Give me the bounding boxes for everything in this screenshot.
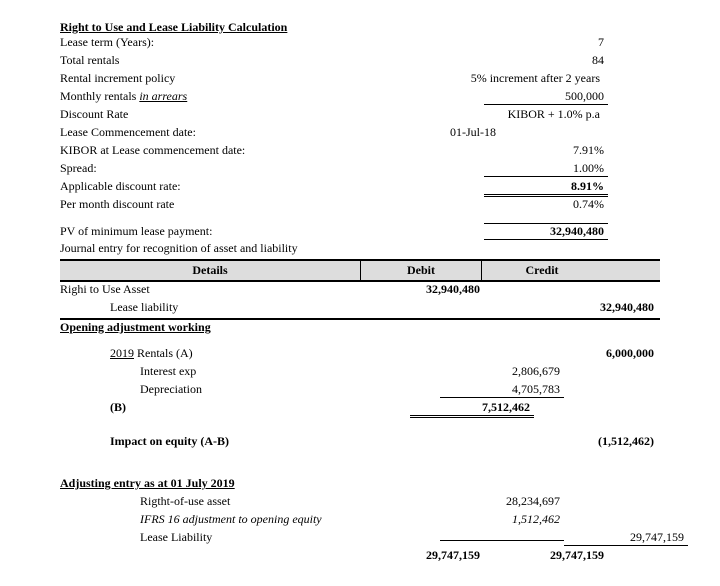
lbl-spread: Spread: <box>60 161 360 176</box>
row-pv: PV of minimum lease payment: 32,940,480 <box>60 223 660 241</box>
lbl-impact: Impact on equity (A-B) <box>60 434 410 449</box>
row-dep: Depreciation 4,705,783 <box>60 382 660 400</box>
je-liab-row: Lease liability 32,940,480 <box>60 300 660 320</box>
lbl-increment-policy: Rental increment policy <box>60 71 360 86</box>
hdr-details: Details <box>60 261 361 280</box>
val-lease-liab2: 29,747,159 <box>564 530 688 546</box>
val-tot-a: 29,747,159 <box>360 548 484 563</box>
lbl-je-asset: Righi to Use Asset <box>60 282 360 297</box>
val-monthly-rentals: 500,000 <box>484 89 608 105</box>
lbl-dep: Depreciation <box>60 382 440 397</box>
row-ifrs: IFRS 16 adjustment to opening equity 1,5… <box>60 512 660 530</box>
row-journal-heading: Journal entry for recognition of asset a… <box>60 241 660 259</box>
row-total-rentals: Total rentals 84 <box>60 53 660 71</box>
lbl-ifrs: IFRS 16 adjustment to opening equity <box>60 512 440 527</box>
lbl-total-rentals: Total rentals <box>60 53 360 68</box>
val-interest: 2,806,679 <box>440 364 564 379</box>
row-lease-term: Lease term (Years): 7 <box>60 35 660 53</box>
lbl-monthly-rentals-a: Monthly rentals <box>60 89 139 103</box>
lbl-lease-term: Lease term (Years): <box>60 35 360 50</box>
val-2019: 6,000,000 <box>534 346 658 361</box>
lbl-monthly-rentals: Monthly rentals in arrears <box>60 89 360 104</box>
val-rou-asset: 28,234,697 <box>440 494 564 509</box>
row-totals: 29,747,159 29,747,159 <box>60 548 660 566</box>
row-impact: Impact on equity (A-B) (1,512,462) <box>60 434 660 452</box>
row-rou-asset: Rigtht-of-use asset 28,234,697 <box>60 494 660 512</box>
val-discount-rate: KIBOR + 1.0% p.a <box>360 107 604 122</box>
section-title: Right to Use and Lease Liability Calcula… <box>60 20 660 35</box>
val-per-month: 0.74% <box>484 197 608 212</box>
lbl-2019-txt: Rentals (A) <box>137 346 193 360</box>
lbl-monthly-rentals-b: in arrears <box>139 89 187 103</box>
lbl-pv: PV of minimum lease payment: <box>60 224 360 239</box>
lbl-rou-asset: Rigtht-of-use asset <box>60 494 440 509</box>
val-increment-policy: 5% increment after 2 years <box>360 71 604 86</box>
val-tot-b: 29,747,159 <box>484 548 608 563</box>
row-adj: Adjusting entry as at 01 July 2019 <box>60 476 660 494</box>
lbl-journal-heading: Journal entry for recognition of asset a… <box>60 241 660 256</box>
val-je-asset-debit: 32,940,480 <box>360 282 484 297</box>
row-2019: 2019 Rentals (A) 6,000,000 <box>60 346 660 364</box>
val-pv: 32,940,480 <box>484 223 608 240</box>
val-spread: 1.00% <box>484 161 608 177</box>
lbl-kibor: KIBOR at Lease commencement date: <box>60 143 360 158</box>
lbl-2019-yr: 2019 <box>110 346 134 360</box>
row-lease-liab2: Lease Liability 29,747,159 <box>60 530 660 548</box>
table-header: Details Debit Credit <box>60 259 660 282</box>
val-commencement: 01-Jul-18 <box>360 125 694 140</box>
val-je-liab-credit: 32,940,480 <box>534 300 658 315</box>
lbl-b: (B) <box>60 400 410 415</box>
row-per-month: Per month discount rate 0.74% <box>60 197 660 215</box>
row-kibor: KIBOR at Lease commencement date: 7.91% <box>60 143 660 161</box>
lbl-commencement: Lease Commencement date: <box>60 125 360 140</box>
row-commencement: Lease Commencement date: 01-Jul-18 <box>60 125 660 143</box>
row-b: (B) 7,512,462 <box>60 400 660 418</box>
hdr-debit: Debit <box>361 261 482 280</box>
lbl-discount-rate: Discount Rate <box>60 107 360 122</box>
row-spread: Spread: 1.00% <box>60 161 660 179</box>
row-increment-policy: Rental increment policy 5% increment aft… <box>60 71 660 89</box>
row-discount-rate: Discount Rate KIBOR + 1.0% p.a <box>60 107 660 125</box>
row-applicable: Applicable discount rate: 8.91% <box>60 179 660 197</box>
row-opening: Opening adjustment working <box>60 320 660 338</box>
lbl-applicable: Applicable discount rate: <box>60 179 360 194</box>
hdr-credit: Credit <box>482 261 602 280</box>
val-kibor: 7.91% <box>484 143 608 158</box>
lbl-je-liab: Lease liability <box>60 300 410 315</box>
lbl-per-month: Per month discount rate <box>60 197 360 212</box>
row-monthly-rentals: Monthly rentals in arrears 500,000 <box>60 89 660 107</box>
val-ifrs: 1,512,462 <box>440 512 564 527</box>
val-b: 7,512,462 <box>410 400 534 418</box>
lbl-lease-liab2: Lease Liability <box>60 530 440 545</box>
lbl-2019: 2019 Rentals (A) <box>60 346 410 361</box>
lbl-adj: Adjusting entry as at 01 July 2019 <box>60 476 660 491</box>
val-total-rentals: 84 <box>484 53 608 68</box>
lbl-interest: Interest exp <box>60 364 440 379</box>
val-lease-term: 7 <box>484 35 608 50</box>
je-asset-row: Righi to Use Asset 32,940,480 <box>60 282 660 300</box>
row-interest: Interest exp 2,806,679 <box>60 364 660 382</box>
val-dep: 4,705,783 <box>440 382 564 398</box>
lbl-opening: Opening adjustment working <box>60 320 360 335</box>
val-impact: (1,512,462) <box>534 434 658 449</box>
val-applicable: 8.91% <box>484 179 608 197</box>
